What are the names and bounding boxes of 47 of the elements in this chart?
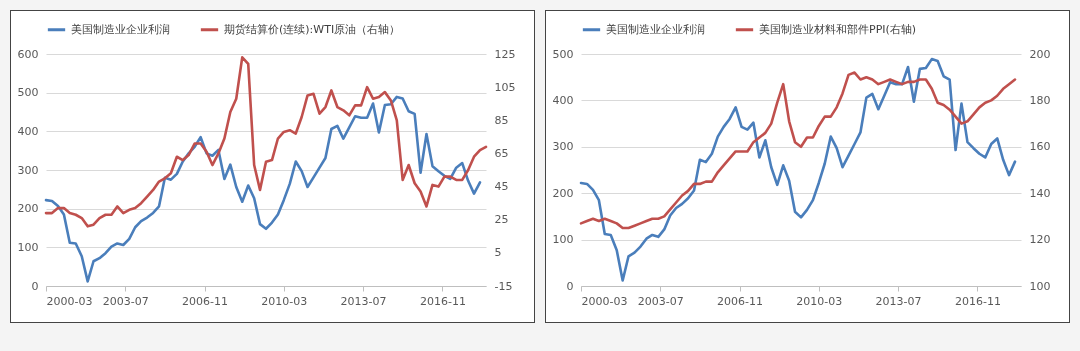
x-tick-label: 2013-07 bbox=[340, 294, 387, 308]
legend-label: 美国制造业材料和部件PPI(右轴) bbox=[759, 22, 917, 36]
y2-tick-label: 140 bbox=[1029, 186, 1051, 200]
y-tick-label: 300 bbox=[552, 140, 574, 154]
y2-tick-label: 65 bbox=[494, 146, 509, 160]
y2-tick-label: 125 bbox=[494, 47, 516, 61]
y-tick-label: 100 bbox=[17, 240, 39, 254]
line-series bbox=[579, 71, 1017, 230]
y2-tick-label: 160 bbox=[1029, 140, 1051, 154]
x-tick-label: 2010-03 bbox=[261, 294, 308, 308]
line-series bbox=[44, 95, 482, 283]
y2-tick-label: 120 bbox=[1029, 233, 1051, 247]
line-series bbox=[579, 57, 1017, 282]
x-tick-label: 2003-07 bbox=[102, 294, 149, 308]
y-tick-label: 100 bbox=[552, 233, 574, 247]
x-tick-label: 2013-07 bbox=[875, 294, 922, 308]
y2-tick-label: 105 bbox=[494, 80, 516, 94]
y2-tick-label: 85 bbox=[494, 113, 509, 127]
y-tick-label: 500 bbox=[552, 47, 574, 61]
x-tick-label: 2006-11 bbox=[182, 294, 229, 308]
y-tick-label: 200 bbox=[17, 202, 39, 216]
x-tick-label: 2016-11 bbox=[419, 294, 466, 308]
y2-tick-label: 100 bbox=[1029, 279, 1051, 293]
legend-label: 美国制造业企业利润 bbox=[71, 22, 170, 36]
y2-tick-label: 45 bbox=[494, 180, 509, 194]
y2-tick-label: 25 bbox=[494, 213, 509, 227]
x-tick-label: 2000-03 bbox=[581, 294, 628, 308]
y-tick-label: 200 bbox=[552, 186, 574, 200]
legend-label: 期货结算价(连续):WTI原油（右轴） bbox=[224, 22, 401, 36]
y2-tick-label: 5 bbox=[494, 246, 502, 260]
y-tick-label: 500 bbox=[17, 86, 39, 100]
y2-tick-label: 180 bbox=[1029, 93, 1051, 107]
y-tick-label: 600 bbox=[17, 47, 39, 61]
legend-label: 美国制造业企业利润 bbox=[606, 22, 705, 36]
y-tick-label: 0 bbox=[31, 279, 39, 293]
y-tick-label: 300 bbox=[17, 163, 39, 177]
y-tick-label: 400 bbox=[17, 124, 39, 138]
x-tick-label: 2010-03 bbox=[796, 294, 843, 308]
line-series bbox=[44, 56, 488, 228]
y-tick-label: 400 bbox=[552, 93, 574, 107]
x-tick-label: 2006-11 bbox=[717, 294, 764, 308]
y2-tick-label: -15 bbox=[494, 279, 513, 293]
x-tick-label: 2016-11 bbox=[954, 294, 1001, 308]
y2-tick-label: 200 bbox=[1029, 47, 1051, 61]
x-tick-label: 2003-07 bbox=[637, 294, 684, 308]
x-tick-label: 2000-03 bbox=[46, 294, 93, 308]
y-tick-label: 0 bbox=[566, 279, 574, 293]
